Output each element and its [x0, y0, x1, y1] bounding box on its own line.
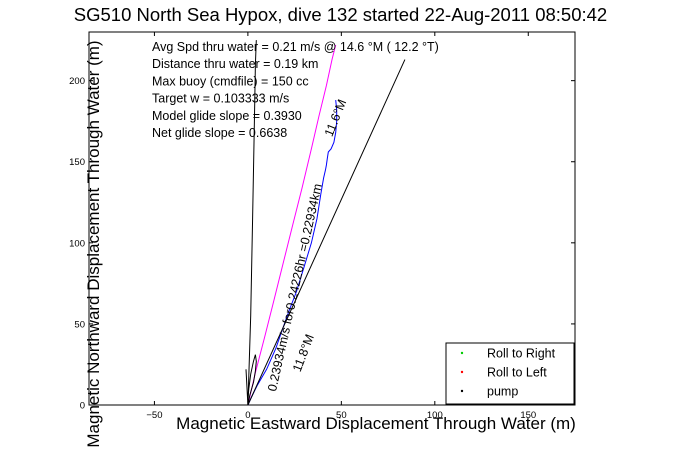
annotation-3: 11.6°M: [322, 97, 350, 138]
legend-box: [445, 342, 575, 405]
axes-box: [88, 31, 576, 406]
legend-marker: [460, 351, 464, 355]
axis-ticks: −50 0 50 100 150 0 50 100 150 200: [69, 32, 575, 421]
x-tick-label: −50: [146, 410, 162, 421]
y-tick-label: 200: [69, 76, 85, 87]
legend: Roll to Right Roll to Left pump: [445, 342, 575, 405]
x-tick-label: 100: [427, 410, 443, 421]
annotation-2: 11.8°M: [290, 332, 317, 373]
x-tick-label: 150: [520, 410, 536, 421]
info-line-4: Target w = 0.103333 m/s: [152, 92, 289, 106]
info-line-2: Distance thru water = 0.19 km: [152, 57, 318, 71]
series-line-5: [247, 354, 257, 406]
y-tick-label: 150: [69, 157, 85, 168]
y-tick-label: 0: [80, 401, 85, 412]
x-axis-label: Magnetic Eastward Displacement Through W…: [176, 414, 576, 433]
y-tick-label: 50: [74, 319, 85, 330]
legend-label: Roll to Right: [487, 347, 556, 361]
legend-label: Roll to Left: [487, 366, 547, 380]
series-lines: [245, 40, 406, 406]
legend-marker: [460, 370, 464, 374]
legend-label: pump: [487, 385, 518, 399]
info-line-3: Max buoy (cmdfile) = 150 cc: [152, 74, 309, 88]
x-tick-label: 0: [245, 410, 250, 421]
line-annotations: 0.23934m/s for0.24226hr =0.22934km11.8°M…: [265, 97, 349, 392]
series-line-1: [247, 100, 338, 406]
dive-info-text: Avg Spd thru water = 0.21 m/s @ 14.6 °M …: [152, 40, 439, 140]
x-tick-label: 50: [336, 410, 347, 421]
info-line-6: Net glide slope = 0.6638: [152, 126, 287, 140]
series-line-2: [247, 44, 337, 406]
info-line-5: Model glide slope = 0.3930: [152, 109, 302, 123]
legend-marker: [460, 389, 464, 393]
chart-title: SG510 North Sea Hypox, dive 132 started …: [73, 4, 608, 25]
series-line-3: [247, 59, 406, 406]
y-tick-label: 100: [69, 238, 85, 249]
info-line-1: Avg Spd thru water = 0.21 m/s @ 14.6 °M …: [152, 40, 439, 54]
